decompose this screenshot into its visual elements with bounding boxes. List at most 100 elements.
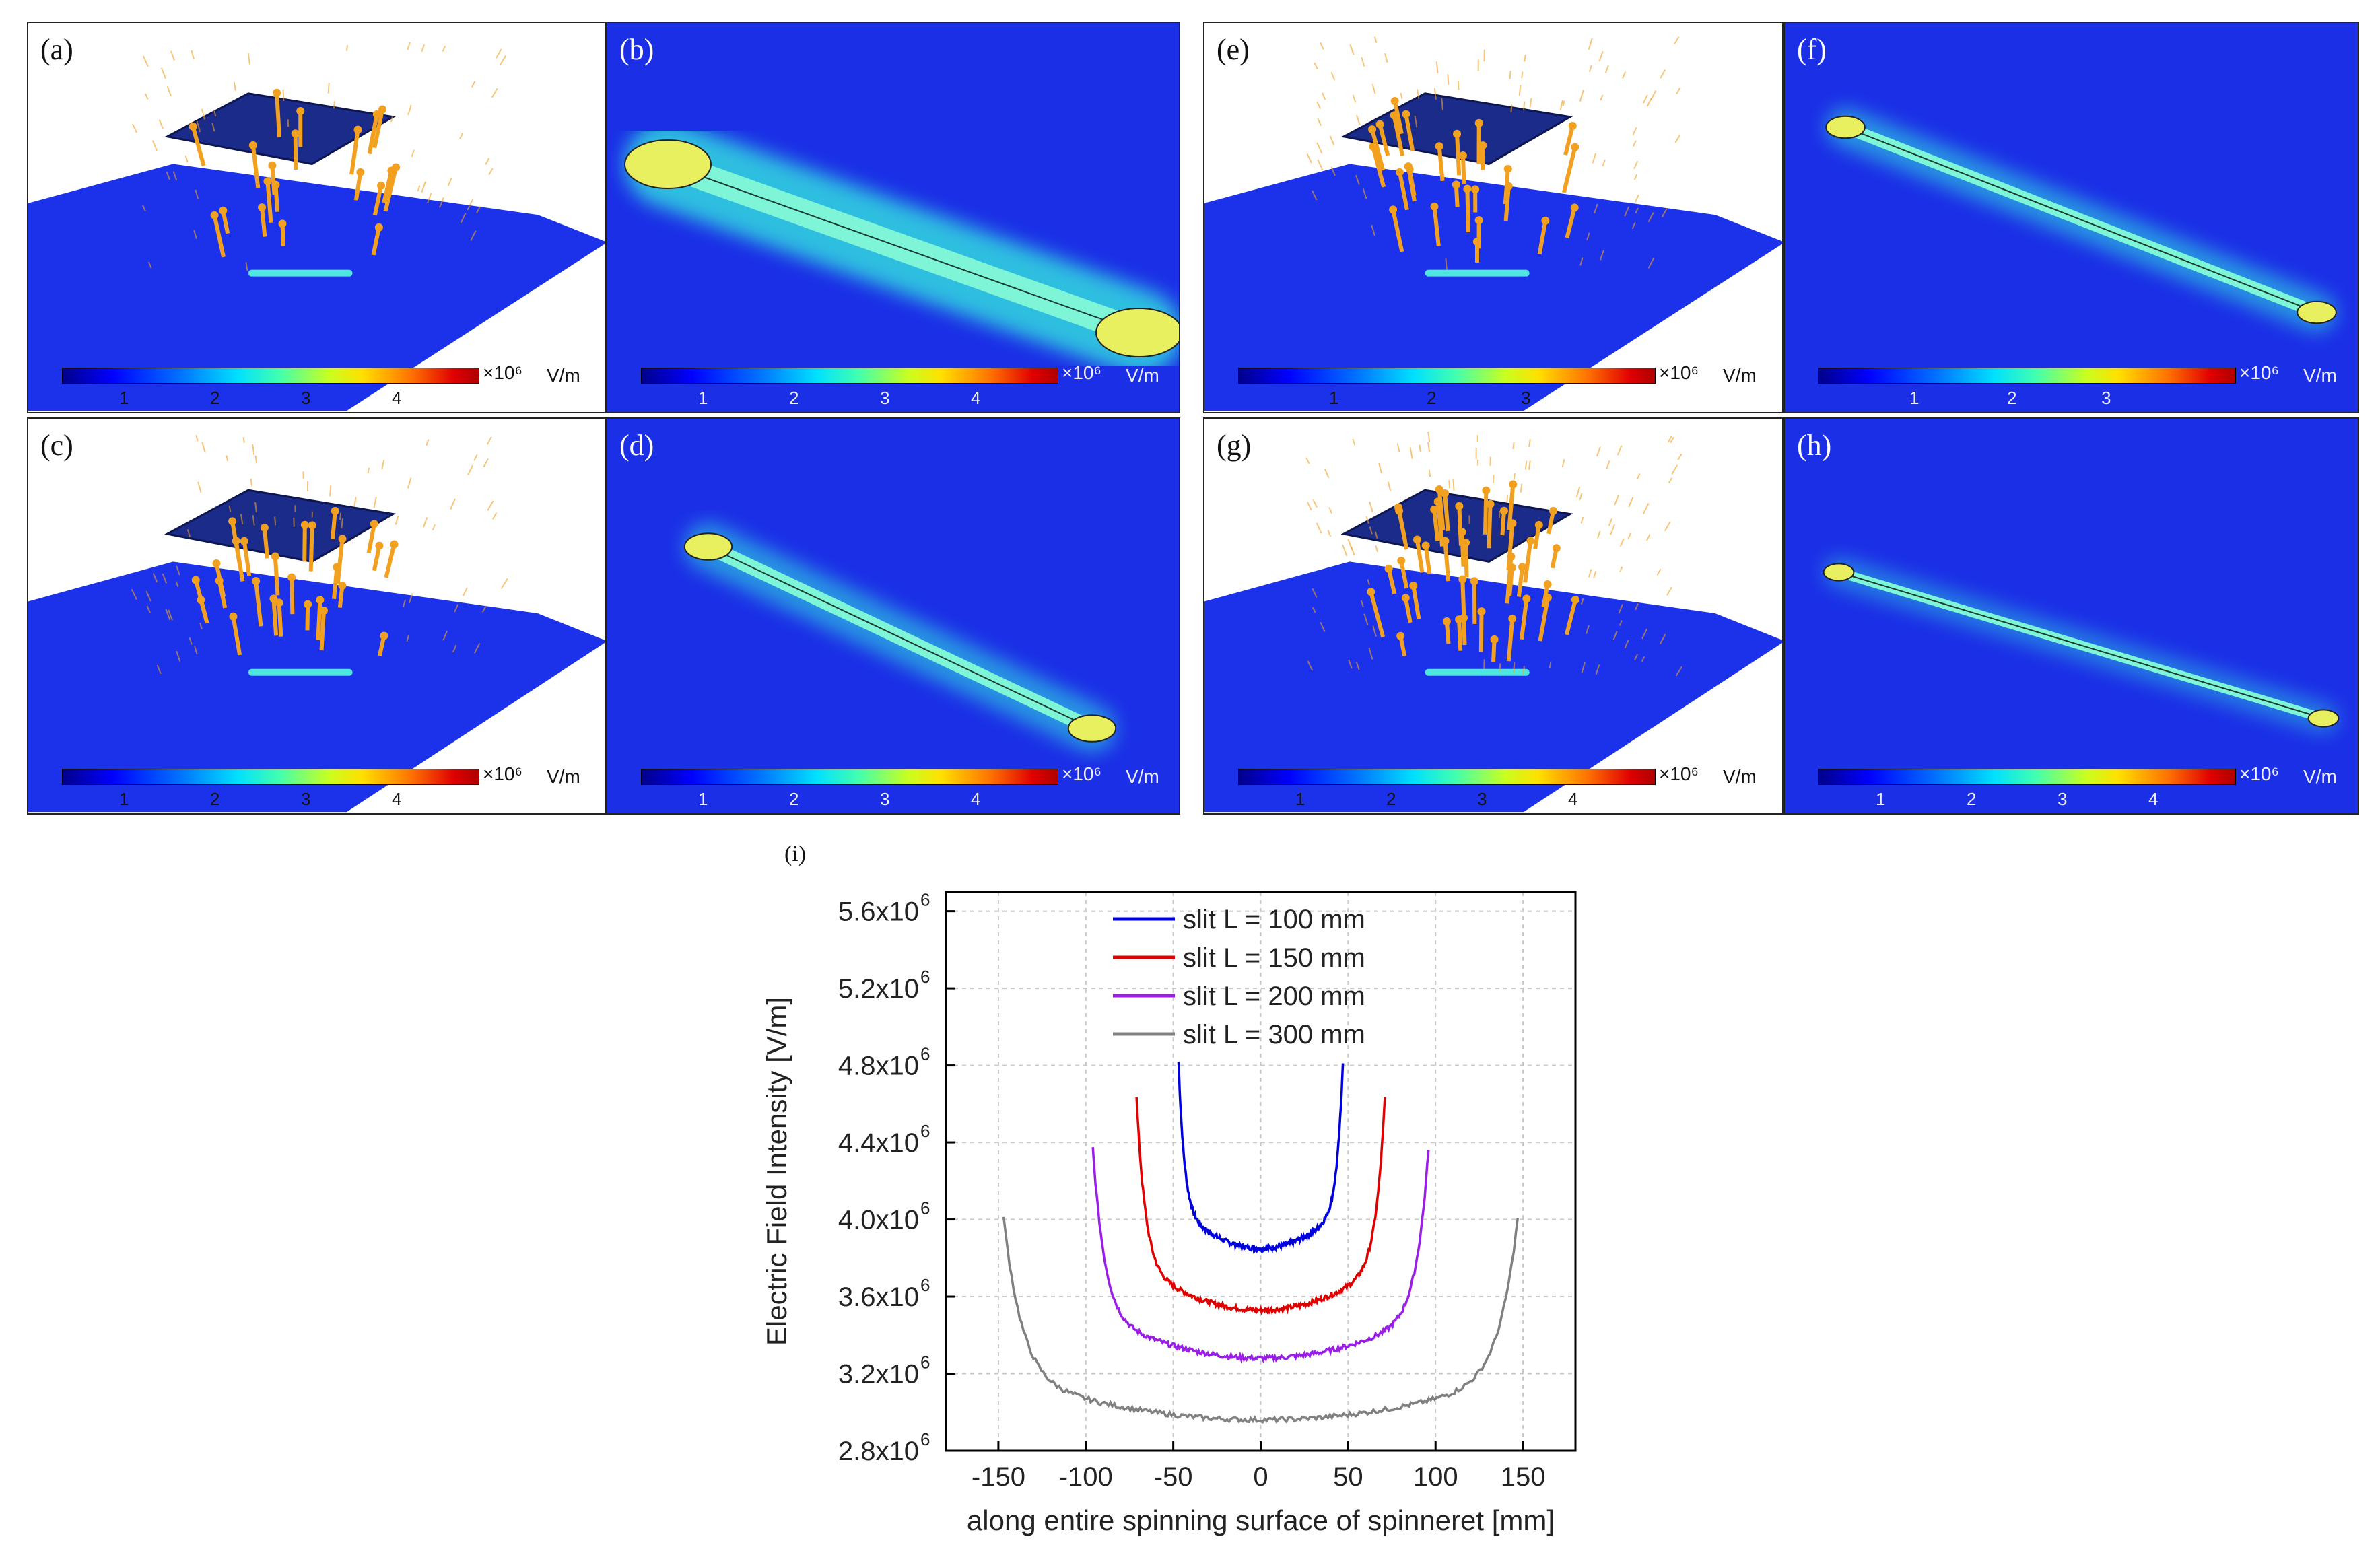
panel-h: (h) 1 2 3 4 ×10⁶ V/m — [1783, 417, 2359, 815]
colorbar-tick: 4 — [971, 789, 981, 809]
simulation-render-g — [1204, 431, 1782, 813]
y-tick-label: 2.8x10 — [838, 1437, 919, 1466]
y-tick-exponent: 6 — [920, 967, 930, 987]
simulation-render-e — [1204, 36, 1782, 411]
panel-label-i: (i) — [784, 841, 807, 866]
colorbar-unit: V/m — [547, 365, 580, 386]
colorbar-c — [62, 769, 479, 785]
field-arrows — [131, 435, 508, 675]
panel-e: (e) 1 2 3 ×10⁶ V/m — [1203, 22, 1783, 413]
legend-entry: slit L = 200 mm — [1183, 981, 1365, 1011]
colorbar-multiplier: ×10⁶ — [483, 763, 523, 784]
y-tick-label: 4.8x10 — [838, 1052, 919, 1081]
y-axis-label: Electric Field Intensity [V/m] — [761, 997, 792, 1346]
field-arrows — [1305, 431, 1682, 677]
colorbar-unit: V/m — [1126, 365, 1159, 386]
x-tick-label: -50 — [1154, 1462, 1193, 1492]
colorbar-tick: 4 — [392, 388, 402, 408]
simulation-render-f — [1785, 23, 2358, 412]
colorbar-tick: 3 — [880, 388, 890, 408]
y-tick-label: 4.4x10 — [838, 1128, 919, 1158]
simulation-render-a — [28, 42, 605, 411]
colorbar-tick: 3 — [2058, 789, 2068, 809]
colorbar-tick: 2 — [210, 789, 220, 809]
colorbar-a — [62, 368, 479, 384]
x-tick-label: -150 — [972, 1462, 1025, 1492]
x-axis-label: along entire spinning surface of spinner… — [967, 1505, 1555, 1536]
colorbar-tick: 4 — [1568, 789, 1578, 809]
simulation-render-c — [28, 435, 605, 813]
x-tick-label: -100 — [1059, 1462, 1113, 1492]
colorbar-tick: 2 — [1967, 789, 1977, 809]
colorbar-d — [641, 769, 1058, 785]
panel-g: (g) 1 2 3 4 ×10⁶ V/m — [1203, 417, 1783, 815]
panel-a: (a) 1 2 3 4 ×10⁶ V/m — [27, 22, 606, 413]
y-tick-label: 3.6x10 — [838, 1282, 919, 1312]
panel-label-g: (g) — [1217, 429, 1252, 462]
field-arrows — [131, 42, 507, 271]
series-line-3 — [1091, 1147, 1430, 1364]
colorbar-g — [1238, 769, 1656, 785]
colorbar-multiplier: ×10⁶ — [1659, 763, 1699, 784]
colorbar-tick: 1 — [119, 789, 129, 809]
panel-label-h: (h) — [1797, 429, 1832, 462]
series-line-2 — [1135, 1097, 1386, 1315]
y-tick-exponent: 6 — [920, 1429, 930, 1449]
y-tick-label: 4.0x10 — [838, 1206, 919, 1235]
panel-c: (c) 1 2 3 4 ×10⁶ V/m — [27, 417, 606, 815]
colorbar-multiplier: ×10⁶ — [1062, 362, 1102, 383]
colorbar-tick: 2 — [789, 789, 799, 809]
colorbar-tick: 1 — [1876, 789, 1886, 809]
colorbar-tick: 3 — [301, 388, 311, 408]
y-tick-exponent: 6 — [920, 1121, 930, 1141]
colorbar-multiplier: ×10⁶ — [483, 362, 523, 383]
colorbar-h — [1818, 769, 2236, 785]
colorbar-unit: V/m — [1723, 766, 1757, 787]
series-line-4 — [1002, 1216, 1520, 1424]
colorbar-unit: V/m — [2303, 365, 2337, 386]
colorbar-tick: 1 — [698, 388, 708, 408]
colorbar-f — [1818, 368, 2236, 384]
series-line-1 — [1177, 1061, 1345, 1254]
panel-b: (b) 1 2 3 4 ×10⁶ V/m — [606, 22, 1180, 413]
simulation-render-b — [607, 23, 1179, 412]
field-arrows — [1306, 36, 1681, 270]
colorbar-tick: 2 — [789, 388, 799, 408]
y-tick-exponent: 6 — [920, 1044, 930, 1064]
x-tick-label: 50 — [1333, 1462, 1363, 1492]
simulation-render-h — [1785, 419, 2358, 813]
legend-entry: slit L = 300 mm — [1183, 1020, 1365, 1049]
colorbar-tick: 2 — [1427, 388, 1437, 408]
colorbar-tick: 3 — [1477, 789, 1487, 809]
colorbar-multiplier: ×10⁶ — [1062, 763, 1102, 784]
colorbar-tick: 2 — [210, 388, 220, 408]
panel-label-c: (c) — [40, 429, 73, 462]
colorbar-multiplier: ×10⁶ — [2239, 362, 2280, 383]
y-tick-label: 5.2x10 — [838, 974, 919, 1004]
panel-label-d: (d) — [619, 429, 654, 462]
colorbar-multiplier: ×10⁶ — [2239, 763, 2280, 784]
simulation-render-d — [607, 419, 1179, 813]
colorbar-multiplier: ×10⁶ — [1659, 362, 1699, 383]
colorbar-tick: 1 — [1909, 388, 1919, 408]
colorbar-unit: V/m — [1723, 365, 1757, 386]
colorbar-tick: 4 — [392, 789, 402, 809]
legend: slit L = 100 mm slit L = 150 mm slit L = 2… — [1113, 905, 1365, 1049]
panel-d: (d) 1 2 3 4 ×10⁶ V/m — [606, 417, 1180, 815]
panel-label-e: (e) — [1217, 33, 1250, 66]
colorbar-tick: 4 — [971, 388, 981, 408]
y-tick-label: 5.6x10 — [838, 897, 919, 927]
legend-entry: slit L = 150 mm — [1183, 943, 1365, 973]
colorbar-tick: 3 — [880, 789, 890, 809]
colorbar-tick: 2 — [1386, 789, 1396, 809]
colorbar-tick: 2 — [2007, 388, 2017, 408]
panel-f: (f) 1 2 3 ×10⁶ V/m — [1783, 22, 2359, 413]
legend-entry: slit L = 100 mm — [1183, 905, 1365, 934]
colorbar-tick: 4 — [2148, 789, 2158, 809]
y-tick-exponent: 6 — [920, 1198, 930, 1218]
panel-label-a: (a) — [40, 33, 73, 66]
colorbar-tick: 1 — [698, 789, 708, 809]
colorbar-tick: 3 — [1521, 388, 1531, 408]
colorbar-tick: 1 — [1329, 388, 1339, 408]
